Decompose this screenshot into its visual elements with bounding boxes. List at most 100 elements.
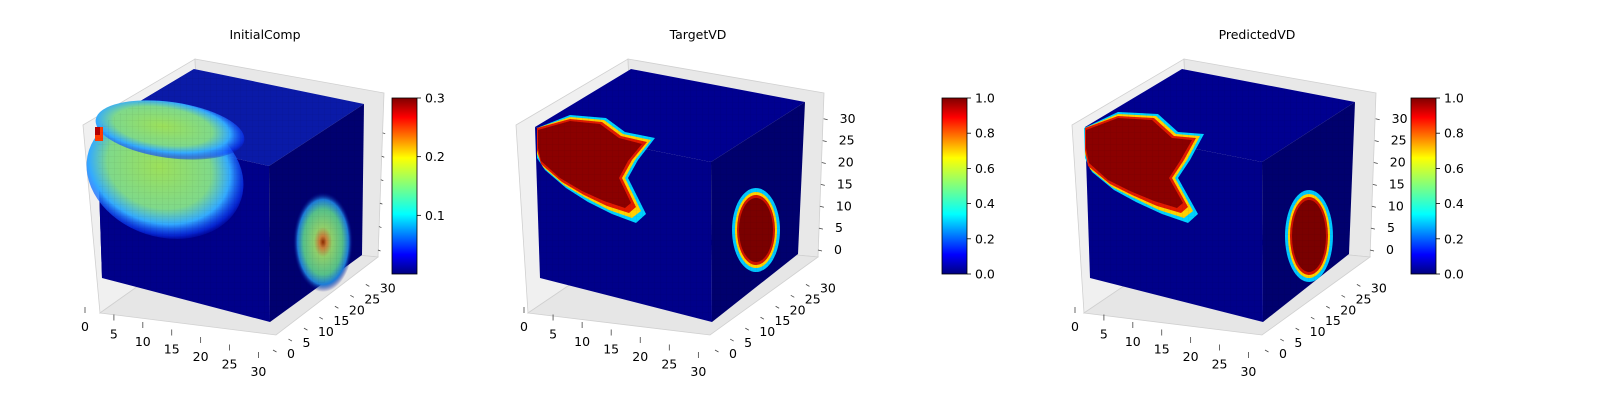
y-axis-tick-mark [365,284,370,287]
y-axis-tick-mark [1341,294,1346,298]
y-axis-tick-mark [272,349,277,353]
panel-predictedvd: PredictedVD 0.00.20.40.60.81.0 0 5 10 15 20 2… [1071,27,1464,379]
y-axis-tick-mark [1326,305,1330,309]
z-axis-tick-label: 30 [1392,111,1408,126]
y-axis-tick-mark [1310,316,1315,320]
colorbar-tick-label: 0.0 [1444,267,1464,282]
z-axis-tick-label: 30 [840,111,856,126]
panel-targetvd: TargetVD 0.00.20.40.60.81.0 0 5 10 15 20 25 30… [515,27,995,379]
colorbar [1410,97,1437,275]
x-axis-tick-label: 5 [110,327,118,342]
z-axis-tick-mark [1370,227,1376,230]
y-axis-tick-mark [288,338,293,342]
y-axis-tick-label: 5 [1294,335,1302,350]
chart-title: TargetVD [669,27,727,42]
y-axis-tick-mark [1295,327,1300,331]
y-axis-tick-mark [805,284,810,287]
y-axis-tick-label: 20 [790,302,806,317]
colorbar-tick-label: 0.2 [975,231,995,246]
z-axis-tick-mark [380,179,384,182]
colorbar-tick-label: 0.4 [1444,196,1464,211]
colorbar-tick-label: 0.2 [425,149,445,164]
colorbar-tick-label: 0.4 [975,196,995,211]
y-axis-tick-label: 5 [744,335,752,350]
z-axis-tick-label: 15 [1389,176,1405,191]
x-axis-tick-label: 20 [632,349,648,364]
x-axis-tick-label: 30 [690,364,706,379]
y-axis-tick-label: 25 [805,291,821,306]
colorbar-tick-label: 0.1 [425,208,445,223]
z-axis-tick-mark [819,205,824,208]
y-axis-tick-mark [334,305,339,309]
z-axis-tick-mark [1372,183,1377,186]
colorbar [391,97,418,275]
z-axis-tick-label: 5 [1387,220,1395,235]
x-axis-tick-label: 15 [164,342,180,357]
z-axis-tick-mark [382,132,386,135]
colorbar [941,97,968,275]
y-axis-tick-mark [775,305,780,309]
voxel-grid-overlay [1085,69,1355,322]
z-axis-tick-mark [378,226,382,228]
voxel-grid-overlay [97,69,364,322]
z-axis-tick-label: 15 [837,176,853,191]
z-axis-tick-label: 25 [839,133,855,148]
y-axis-tick-label: 10 [318,324,334,339]
y-axis-tick-mark [1280,338,1285,342]
y-axis-tick-mark [319,316,324,320]
y-axis-tick-mark [714,349,719,353]
z-axis-tick-mark [1369,249,1375,252]
x-axis-tick-label: 20 [1183,349,1199,364]
y-axis-tick-mark [1356,284,1361,287]
y-axis-tick-label: 25 [1356,291,1372,306]
colorbar-tick-label: 0.6 [975,161,995,176]
y-axis-tick-label: 15 [1325,313,1341,328]
z-axis-tick-mark [823,118,828,121]
x-axis-tick-label: 10 [135,334,151,349]
z-axis-tick-mark [822,140,827,143]
z-axis-tick-mark [381,155,385,158]
z-axis-tick-mark [820,183,825,186]
panel-initialcomp: InitialComp 0.10.20.3 0 5 10 15 20 25 30051015… [81,27,445,379]
z-axis-tick-mark [818,227,824,230]
colorbar-tick-label: 0.0 [975,267,995,282]
z-axis-tick-mark [1375,118,1380,121]
z-axis-tick-label: 0 [1386,242,1394,257]
colorbar-tick-label: 0.8 [975,126,995,141]
z-axis-tick-label: 0 [834,242,842,257]
z-axis-tick-mark [1374,140,1379,143]
x-axis-tick-label: 15 [1154,342,1170,357]
colorbar-tick-label: 0.2 [1444,231,1464,246]
y-axis-tick-label: 10 [1310,324,1326,339]
y-axis-tick-label: 15 [774,313,790,328]
colorbar-tick-label: 0.8 [1444,126,1464,141]
z-axis-tick-mark [817,249,823,252]
y-axis-tick-mark [303,327,308,331]
z-axis-tick-mark [377,249,381,252]
chart-title: InitialComp [229,27,300,42]
x-axis-tick-label: 25 [1212,357,1228,372]
y-axis-tick-mark [350,294,355,298]
y-axis-tick-label: 20 [1340,302,1356,317]
chart-title: PredictedVD [1219,27,1296,42]
x-axis-tick-label: 5 [1100,327,1108,342]
x-axis-tick-label: 10 [1125,334,1141,349]
z-axis-tick-mark [379,202,383,205]
y-axis-tick-mark [790,294,795,298]
y-axis-tick-label: 0 [729,346,737,361]
x-axis-tick-label: 30 [1240,364,1256,379]
voxel-grid-overlay [535,69,805,322]
z-axis-tick-mark [1373,162,1378,164]
z-axis-tick-label: 5 [835,220,843,235]
y-axis-tick-label: 0 [287,346,295,361]
colorbar-tick-label: 0.6 [1444,161,1464,176]
y-axis-tick-label: 30 [380,280,396,295]
z-axis-tick-label: 10 [836,198,852,213]
x-axis-tick-label: 10 [574,334,590,349]
y-axis-tick-label: 25 [364,291,380,306]
colorbar-tick-label: 1.0 [975,91,995,106]
y-axis-tick-label: 5 [302,335,310,350]
x-axis-tick-label: 15 [603,342,619,357]
